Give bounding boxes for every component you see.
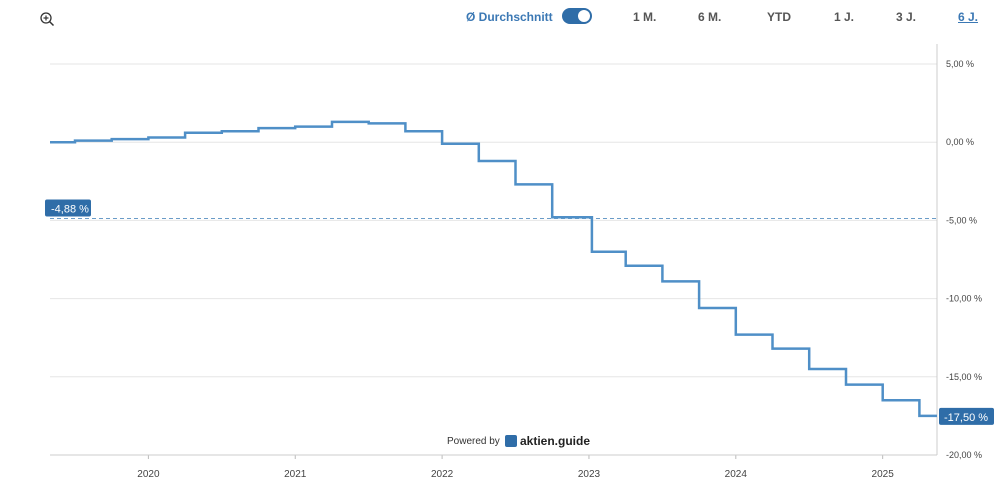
range-6y-button[interactable]: 6 J. [958, 10, 979, 24]
average-label: Ø Durchschnitt [466, 10, 553, 24]
range-3y-button[interactable]: 3 J. [896, 10, 917, 24]
chart-logo-icon [505, 435, 517, 447]
x-tick-label: 2022 [431, 469, 454, 480]
y-axis-labels: 5,00 % 0,00 % -5,00 % -10,00 % -15,00 % -20,0… [946, 59, 982, 460]
x-tick-label: 2024 [725, 469, 748, 480]
brand-name: aktien.guide [520, 434, 591, 448]
range-1m-button[interactable]: 1 M. [633, 10, 657, 24]
x-tick-label: 2023 [578, 469, 601, 480]
average-badge-text: -4,88 % [51, 204, 89, 216]
x-axis-labels: 2020 2021 2022 2023 2024 2025 [137, 455, 894, 480]
y-tick-label: 0,00 % [946, 137, 974, 147]
x-tick-label: 2025 [872, 469, 895, 480]
average-badge: -4,88 % [45, 199, 91, 217]
brand-logo[interactable]: aktien.guide [505, 434, 590, 448]
range-1y-button[interactable]: 1 J. [834, 10, 855, 24]
x-tick-label: 2020 [137, 469, 160, 480]
y-tick-label: -5,00 % [946, 215, 977, 225]
average-badge-background [45, 199, 91, 217]
range-6m-button[interactable]: 6 M. [698, 10, 722, 24]
series-line [50, 120, 937, 418]
toolbar: Ø Durchschnitt 1 M. 6 M. YTD 1 J. 3 J. 6… [0, 8, 1008, 28]
toggle-knob [578, 10, 590, 22]
last-value-badge-text: -17,50 % [944, 412, 988, 424]
range-ytd-button[interactable]: YTD [767, 10, 791, 24]
zoom-in-icon[interactable] [39, 11, 55, 27]
last-value-badge: -17,50 % [939, 407, 994, 425]
powered-by-label: Powered by [447, 436, 500, 447]
y-tick-label: 5,00 % [946, 59, 974, 69]
y-tick-label: -10,00 % [946, 294, 982, 304]
y-tick-label: -20,00 % [946, 450, 982, 460]
x-tick-label: 2021 [284, 469, 307, 480]
grid-lines [50, 63, 937, 456]
last-value-badge-background [939, 407, 994, 425]
y-tick-label: -15,00 % [946, 372, 982, 382]
average-toggle[interactable] [562, 8, 592, 24]
